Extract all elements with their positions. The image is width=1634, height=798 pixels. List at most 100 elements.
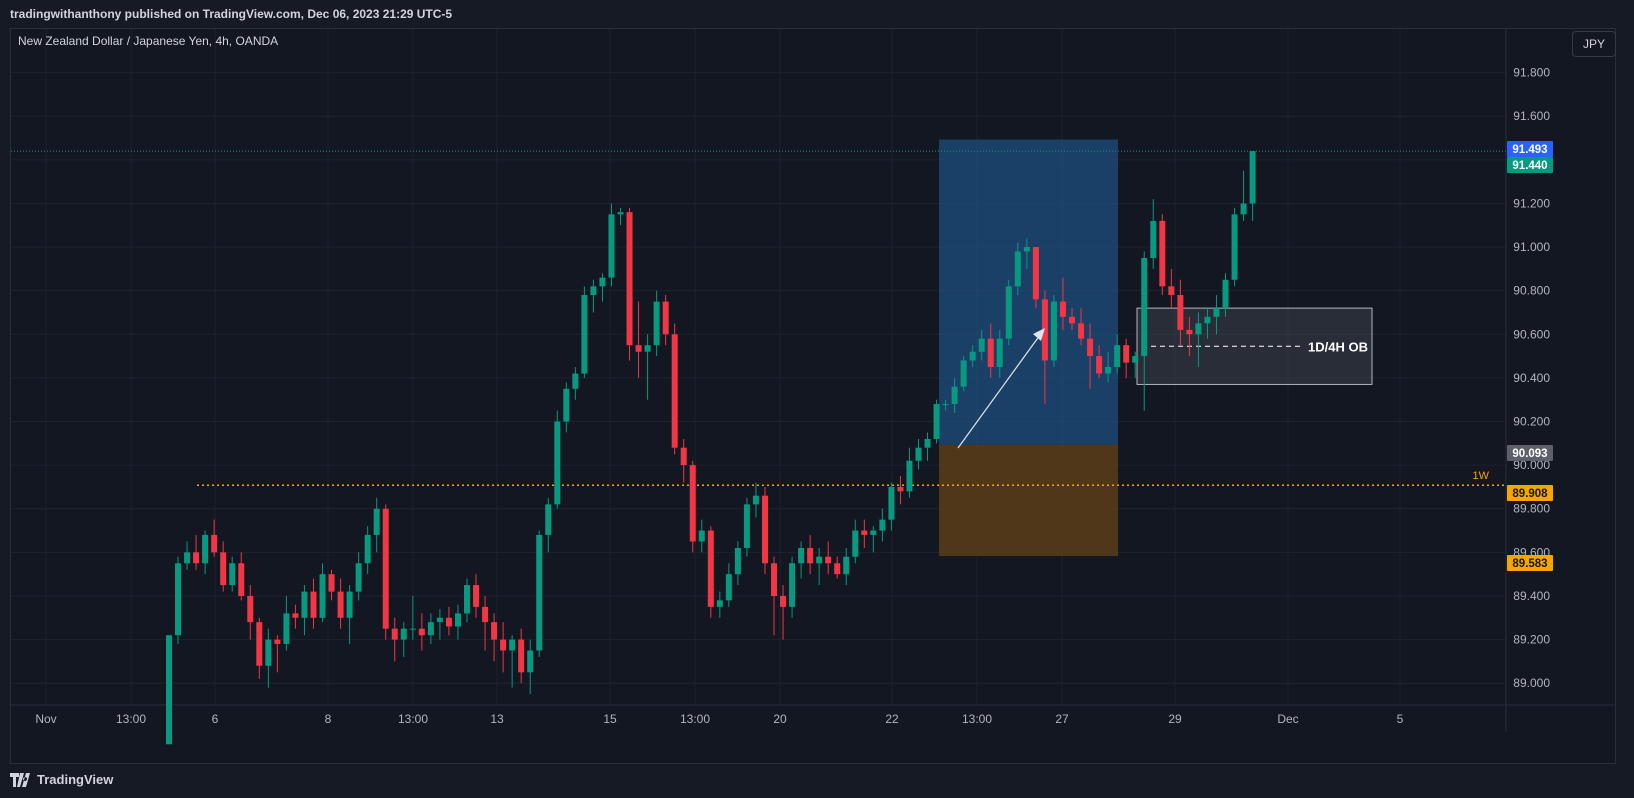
stop-zone[interactable]: [939, 444, 1118, 557]
candle: [337, 578, 344, 629]
candle: [400, 622, 407, 658]
candlestick-chart[interactable]: 1W 1D/4H OB 89.00089.20089.40089.60089.8…: [0, 0, 1634, 766]
candle: [463, 578, 470, 623]
y-tick-label: 89.400: [1513, 589, 1550, 603]
price-badge-bg: [1507, 141, 1553, 157]
candle: [1141, 251, 1148, 411]
candle-body: [175, 563, 182, 636]
candle: [996, 329, 1003, 378]
candle-body: [283, 613, 290, 644]
tradingview-brand: TradingView: [37, 772, 114, 787]
candle-body: [536, 534, 543, 651]
candle: [1105, 351, 1112, 383]
candle: [960, 356, 967, 391]
target-zone[interactable]: [939, 139, 1118, 445]
candles: [166, 151, 1256, 745]
candle: [482, 595, 489, 651]
weekly-level-label: 1W: [1473, 470, 1490, 482]
grid: [11, 29, 1616, 732]
candle-body: [960, 360, 967, 387]
candle-body: [1240, 203, 1247, 215]
candle-body: [1050, 301, 1057, 361]
y-tick-label: 89.800: [1513, 502, 1550, 516]
y-tick-label: 90.800: [1513, 284, 1550, 298]
candle: [1096, 345, 1103, 378]
candle-body: [391, 628, 398, 640]
x-tick-label: 5: [1397, 712, 1404, 726]
candle-body: [1249, 151, 1256, 204]
price-badges: 91.493 91.440 90.093 89.908 89.583: [1507, 141, 1553, 571]
candle: [617, 207, 624, 226]
candle: [951, 377, 958, 413]
candle: [888, 482, 895, 531]
x-tick-label: 27: [1055, 712, 1069, 726]
candle-body: [1114, 345, 1121, 367]
x-axis[interactable]: Nov 13:00 6 8 13:00 13 15 13:00 20 22 13:00 27 29 Dec…: [35, 712, 1403, 726]
candle-body: [382, 508, 389, 629]
candle-body: [373, 508, 380, 535]
candle-body: [743, 504, 750, 548]
candle-body: [256, 622, 263, 666]
candle-body: [1141, 257, 1148, 357]
candle-body: [1041, 299, 1048, 361]
candle: [473, 574, 480, 618]
candle: [229, 556, 236, 592]
candle-body: [211, 534, 218, 553]
price-badge-label: 90.093: [1512, 448, 1547, 460]
x-tick-label: 6: [212, 712, 219, 726]
footer-bar: TradingView: [0, 766, 1634, 798]
candle-body: [1168, 286, 1175, 296]
x-tick-label: Nov: [35, 712, 56, 726]
candle: [581, 286, 588, 378]
candle-body: [897, 486, 904, 492]
y-tick-label: 91.600: [1513, 109, 1550, 123]
candle: [816, 547, 823, 586]
candle-body: [355, 563, 362, 592]
x-tick-label: 20: [773, 712, 787, 726]
candle-body: [1159, 220, 1166, 287]
candle: [301, 585, 308, 636]
candle: [798, 541, 805, 579]
candle-body: [301, 591, 308, 618]
candle-body: [825, 556, 832, 564]
trend-arrow[interactable]: [957, 334, 1041, 449]
candle-body: [346, 591, 353, 618]
candle-body: [1096, 356, 1103, 374]
price-badge: 89.908: [1507, 485, 1553, 501]
candle: [1023, 238, 1030, 269]
candle-body: [1078, 323, 1085, 339]
candle: [879, 508, 886, 542]
candle-body: [617, 212, 624, 215]
candle-body: [707, 530, 714, 607]
y-tick-label: 90.200: [1513, 415, 1550, 429]
candle-body: [915, 447, 922, 461]
trend-arrow-head: [1033, 328, 1045, 341]
candle-body: [644, 345, 651, 352]
candle-body: [1123, 345, 1130, 363]
candle-body: [527, 650, 534, 673]
candle: [1249, 151, 1256, 221]
candle-body: [1204, 316, 1211, 324]
candle: [969, 345, 976, 367]
candle-body: [238, 563, 245, 596]
candle: [626, 207, 633, 361]
y-tick-label: 90.600: [1513, 327, 1550, 341]
candle: [1177, 279, 1184, 346]
currency-button[interactable]: JPY: [1572, 31, 1616, 57]
tradingview-logo[interactable]: TradingView: [10, 772, 113, 787]
candle: [590, 279, 597, 313]
candle: [491, 613, 498, 662]
candle: [238, 552, 245, 601]
price-badge-label: 91.493: [1512, 144, 1547, 156]
candle: [807, 534, 814, 575]
candle: [680, 438, 687, 483]
candle-body: [337, 591, 344, 618]
candle: [761, 486, 768, 575]
candle: [924, 432, 931, 461]
candle-body: [193, 552, 200, 564]
candle: [346, 585, 353, 644]
candle-body: [933, 404, 940, 439]
candle: [1186, 316, 1193, 357]
candle: [518, 628, 525, 684]
candle-body: [852, 530, 859, 557]
